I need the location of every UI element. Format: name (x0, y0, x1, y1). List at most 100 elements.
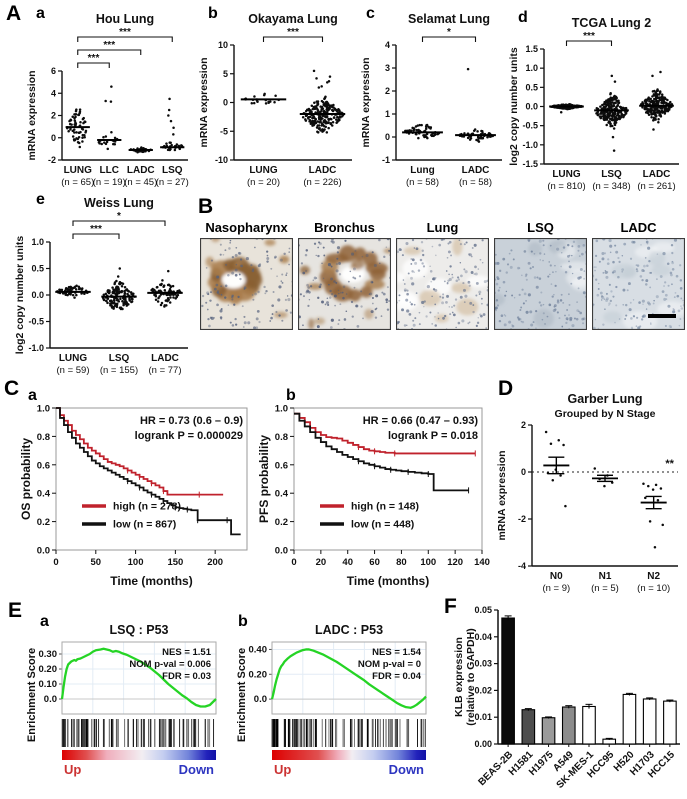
svg-text:-4: -4 (518, 561, 526, 571)
svg-text:0.04: 0.04 (474, 632, 492, 642)
svg-text:0.00: 0.00 (474, 739, 492, 749)
svg-text:0: 0 (521, 467, 526, 477)
svg-text:Garber Lung: Garber Lung (567, 392, 642, 406)
svg-text:0.4: 0.4 (275, 489, 289, 500)
svg-text:Selamat Lung: Selamat Lung (408, 12, 490, 26)
svg-text:0: 0 (53, 557, 58, 568)
histology-panel: Nasopharynx Bronchus Lung LSQ LADC (199, 220, 687, 335)
svg-text:1.5: 1.5 (525, 44, 538, 54)
svg-text:-2: -2 (518, 514, 526, 524)
weiss-lung-strip-chart: Weiss Lung log2 copy number units -1.0 -0.5… (14, 196, 188, 376)
panel-label-C-b: b (286, 387, 296, 404)
panel-label-F: F (444, 595, 457, 618)
panel-label-A-e: e (36, 191, 45, 208)
svg-text:150: 150 (167, 557, 183, 568)
svg-text:2: 2 (521, 420, 526, 430)
svg-text:(n = 59): (n = 59) (56, 365, 89, 376)
svg-text:LADC: LADC (151, 353, 179, 364)
panel-label-B: B (198, 195, 214, 218)
svg-text:NOM p-val = 0: NOM p-val = 0 (358, 659, 421, 670)
svg-text:0: 0 (51, 133, 56, 143)
svg-text:4: 4 (385, 40, 390, 50)
svg-text:1.0: 1.0 (31, 237, 44, 247)
svg-text:high (n = 278): high (n = 278) (113, 501, 181, 513)
histology-tile-ladc: LADC (591, 220, 687, 335)
tile-label: Lung (426, 220, 459, 235)
tile-label: LADC (620, 220, 657, 235)
svg-text:0.8: 0.8 (275, 432, 288, 443)
svg-text:1.0: 1.0 (525, 63, 538, 73)
svg-text:100: 100 (420, 557, 436, 568)
svg-text:Lung: Lung (410, 165, 434, 176)
svg-text:(n = 77): (n = 77) (148, 365, 181, 376)
svg-text:60: 60 (369, 557, 380, 568)
svg-text:10: 10 (218, 40, 228, 50)
svg-text:0.2: 0.2 (37, 517, 50, 528)
svg-text:(n = 65): (n = 65) (61, 177, 94, 188)
svg-text:1.0: 1.0 (37, 404, 50, 415)
svg-text:140: 140 (474, 557, 490, 568)
svg-text:(n = 19): (n = 19) (93, 177, 126, 188)
svg-text:**: ** (665, 458, 674, 470)
svg-text:N1: N1 (599, 571, 612, 582)
svg-text:(n = 27): (n = 27) (156, 177, 189, 188)
svg-text:FDR = 0.03: FDR = 0.03 (162, 671, 211, 682)
svg-text:0.01: 0.01 (474, 712, 492, 722)
svg-text:2: 2 (385, 86, 390, 96)
svg-text:50: 50 (91, 557, 102, 568)
svg-text:0.40: 0.40 (249, 644, 268, 655)
svg-text:mRNA expression: mRNA expression (26, 70, 38, 160)
klb-expression-bar-chart: 0.00 0.01 0.02 0.03 0.04 0.05 KLB expression (r… (453, 605, 680, 791)
histology-tile-bronchus: Bronchus (296, 220, 396, 335)
svg-text:***: *** (287, 27, 299, 38)
svg-text:LSQ: LSQ (109, 353, 130, 364)
svg-text:(n = 58): (n = 58) (406, 177, 439, 188)
svg-text:LADC: LADC (127, 165, 155, 176)
panel-label-A-d: d (518, 9, 528, 26)
nasopharynx-ihc-image (199, 234, 295, 331)
svg-text:Time (months): Time (months) (110, 574, 192, 588)
svg-text:(n = 10): (n = 10) (637, 583, 670, 594)
svg-text:Okayama Lung: Okayama Lung (248, 12, 338, 26)
svg-text:200: 200 (207, 557, 223, 568)
svg-text:low (n = 867): low (n = 867) (113, 519, 176, 531)
svg-text:N0: N0 (550, 571, 563, 582)
svg-text:-0.5: -0.5 (28, 317, 44, 327)
svg-text:3: 3 (385, 63, 390, 73)
svg-text:LADC : P53: LADC : P53 (315, 623, 383, 637)
svg-text:Time (months): Time (months) (347, 574, 429, 588)
svg-text:1: 1 (385, 109, 390, 119)
svg-text:HR = 0.66 (0.47 – 0.93): HR = 0.66 (0.47 – 0.93) (363, 415, 479, 427)
svg-text:0: 0 (291, 557, 296, 568)
svg-text:0.5: 0.5 (31, 264, 44, 274)
svg-text:OS probability: OS probability (20, 438, 33, 520)
svg-text:(n = 155): (n = 155) (100, 365, 138, 376)
svg-text:120: 120 (447, 557, 463, 568)
svg-text:-1.0: -1.0 (522, 140, 538, 150)
os-kaplan-meier-chart: 0.0 0.2 0.4 0.6 0.8 1.0 0 50 100 150 200 Time (mont… (20, 404, 248, 588)
svg-text:LUNG: LUNG (64, 165, 93, 176)
svg-text:LUNG: LUNG (249, 165, 278, 176)
svg-text:LSQ : P53: LSQ : P53 (109, 623, 168, 637)
svg-text:0.10: 0.10 (39, 679, 58, 690)
svg-text:0.4: 0.4 (37, 489, 51, 500)
svg-text:-5: -5 (220, 126, 228, 136)
tile-label: Bronchus (314, 220, 375, 235)
histology-tile-lung: Lung (389, 220, 490, 335)
svg-text:5: 5 (223, 69, 228, 79)
svg-text:***: *** (103, 40, 115, 51)
svg-text:***: *** (119, 27, 131, 38)
tile-label: LSQ (527, 220, 554, 235)
panel-label-E: E (8, 599, 23, 622)
tcga-lung2-strip-chart: TCGA Lung 2 log2 copy number units -1.5 -1.… (508, 16, 679, 192)
panel-label-A: A (6, 2, 22, 25)
svg-text:NOM p-val = 0.006: NOM p-val = 0.006 (129, 659, 211, 670)
svg-text:Enrichment Score: Enrichment Score (236, 648, 248, 742)
svg-text:6: 6 (51, 66, 56, 76)
svg-text:logrank P = 0.000029: logrank P = 0.000029 (135, 430, 243, 442)
svg-text:100: 100 (128, 557, 144, 568)
panel-label-C: C (4, 377, 20, 400)
